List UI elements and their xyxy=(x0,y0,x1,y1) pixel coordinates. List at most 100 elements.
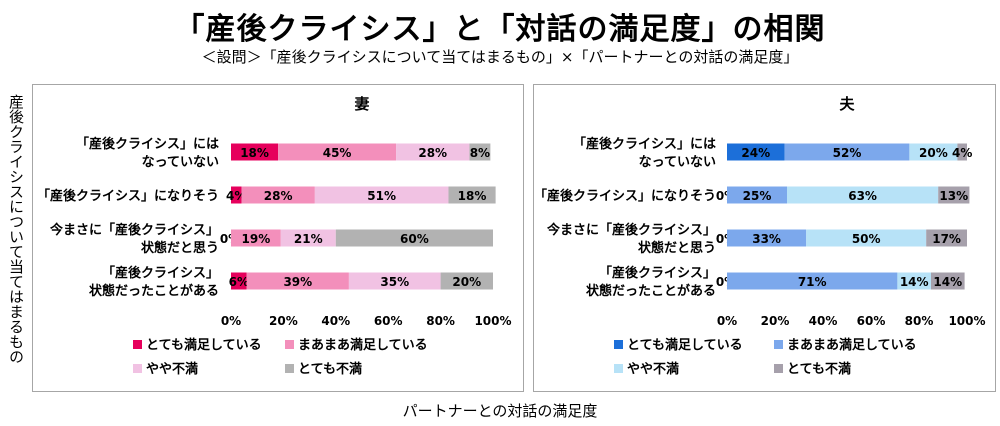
legend-label: まあまあ満足している xyxy=(298,337,428,353)
data-label: 28% xyxy=(418,146,447,160)
data-label: 63% xyxy=(848,189,877,203)
legend-label: とても満足している xyxy=(146,337,262,353)
panel-title: 妻 xyxy=(354,95,369,113)
data-label: 52% xyxy=(833,146,862,160)
bar-segment xyxy=(314,186,449,204)
bar-segment xyxy=(231,143,279,161)
x-tick-label: 0% xyxy=(717,314,737,328)
category-label: 「産後クライシス」には xyxy=(573,136,716,152)
bar-segment xyxy=(727,272,898,290)
legend-swatch xyxy=(614,364,623,373)
bar-segment xyxy=(727,229,807,247)
legend-label: とても満足している xyxy=(627,337,743,353)
category-label: 「産後クライシス」 xyxy=(102,265,219,281)
category-label: 「産後クライシス」には xyxy=(76,136,219,152)
category-label: 今まさに「産後クライシス」 xyxy=(49,222,219,238)
data-label: 6% xyxy=(229,275,249,289)
data-label: 13% xyxy=(939,189,968,203)
x-tick-label: 100% xyxy=(474,314,511,328)
chart-svg-wife: 妻「産後クライシス」にはなっていない「産後クライシス」になりそう今まさに「産後ク… xyxy=(37,95,512,377)
x-tick-label: 80% xyxy=(905,314,934,328)
data-label: 33% xyxy=(752,232,781,246)
category-label: 「産後クライシス」 xyxy=(599,265,716,281)
data-label: 18% xyxy=(240,146,269,160)
category-label: なっていない xyxy=(639,155,716,170)
bar-segment xyxy=(897,272,931,290)
bar-segment xyxy=(231,272,247,290)
legend-swatch xyxy=(133,340,142,349)
category-label: 状態だと思う xyxy=(638,240,716,256)
x-tick-label: 100% xyxy=(948,314,985,328)
y-axis-label: 産後クライシスについて当てはまるもの xyxy=(7,94,25,364)
bar-segment xyxy=(909,143,958,161)
data-label: 19% xyxy=(242,232,271,246)
bar-segment xyxy=(231,186,242,204)
category-label: 「産後クライシス」になりそう xyxy=(37,188,219,204)
bar-segment xyxy=(246,272,349,290)
data-label: 21% xyxy=(294,232,323,246)
chart-title: 「産後クライシス」と「対話の満足度」の相関 xyxy=(174,12,826,47)
bar-segment xyxy=(469,143,491,161)
x-tick-label: 20% xyxy=(269,314,298,328)
x-tick-label: 20% xyxy=(761,314,790,328)
bar-segment xyxy=(806,229,927,247)
bar-segment xyxy=(784,143,910,161)
data-label: 4% xyxy=(226,189,246,203)
bar-segment xyxy=(727,143,785,161)
data-label: 28% xyxy=(264,189,293,203)
bar-segment xyxy=(231,229,281,247)
x-tick-label: 0% xyxy=(221,314,241,328)
legend-swatch xyxy=(133,364,142,373)
x-tick-label: 60% xyxy=(374,314,403,328)
panel-title: 夫 xyxy=(839,95,855,113)
bar-segment xyxy=(241,186,315,204)
data-label: 18% xyxy=(458,189,487,203)
data-label: 25% xyxy=(743,189,772,203)
legend-label: やや不満 xyxy=(627,361,679,377)
legend-swatch xyxy=(285,340,294,349)
category-label: 「産後クライシス」になりそう xyxy=(534,188,716,204)
x-tick-label: 60% xyxy=(857,314,886,328)
bar-segment xyxy=(280,229,336,247)
x-tick-label: 40% xyxy=(809,314,838,328)
legend-swatch xyxy=(285,364,294,373)
bar-segment xyxy=(448,186,496,204)
chart-panel-wife: 妻「産後クライシス」には なっていない 「産後クライシス」になりそう 今まさに「産後ク… xyxy=(32,84,524,392)
legend-swatch xyxy=(774,364,783,373)
data-label: 50% xyxy=(852,232,881,246)
legend-swatch xyxy=(774,340,783,349)
legend-swatch xyxy=(614,340,623,349)
data-label: 8% xyxy=(470,146,490,160)
category-label: 状態だと思う xyxy=(141,240,219,256)
x-tick-label: 80% xyxy=(426,314,455,328)
x-tick-label: 40% xyxy=(321,314,350,328)
category-label: 状態だったことがある xyxy=(586,283,716,299)
legend-label: とても不満 xyxy=(298,361,362,377)
bar-segment xyxy=(335,229,493,247)
bar-segment xyxy=(787,186,939,204)
data-label: 51% xyxy=(367,189,396,203)
legend-label: まあまあ満足している xyxy=(787,337,917,353)
data-label: 24% xyxy=(741,146,770,160)
bar-segment xyxy=(938,186,970,204)
data-label: 39% xyxy=(283,275,312,289)
data-label: 17% xyxy=(932,232,961,246)
data-label: 60% xyxy=(400,232,429,246)
chart-panel-husband: 夫「産後クライシス」には なっていない 「産後クライシス」になりそう 今まさに「産後ク… xyxy=(533,84,996,392)
bar-segment xyxy=(926,229,967,247)
data-label: 20% xyxy=(919,146,948,160)
bar-segment xyxy=(957,143,967,161)
bar-segment xyxy=(278,143,397,161)
legend-label: とても不満 xyxy=(787,361,851,377)
data-label: 20% xyxy=(452,275,481,289)
data-label: 4% xyxy=(952,146,972,160)
bar-segment xyxy=(727,186,787,204)
x-axis-label: パートナーとの対話の満足度 xyxy=(402,402,598,420)
data-label: 45% xyxy=(323,146,352,160)
bar-segment xyxy=(440,272,493,290)
data-label: 14% xyxy=(933,275,962,289)
data-label: 14% xyxy=(900,275,929,289)
bar-segment xyxy=(348,272,441,290)
data-label: 71% xyxy=(798,275,827,289)
data-label: 35% xyxy=(380,275,409,289)
